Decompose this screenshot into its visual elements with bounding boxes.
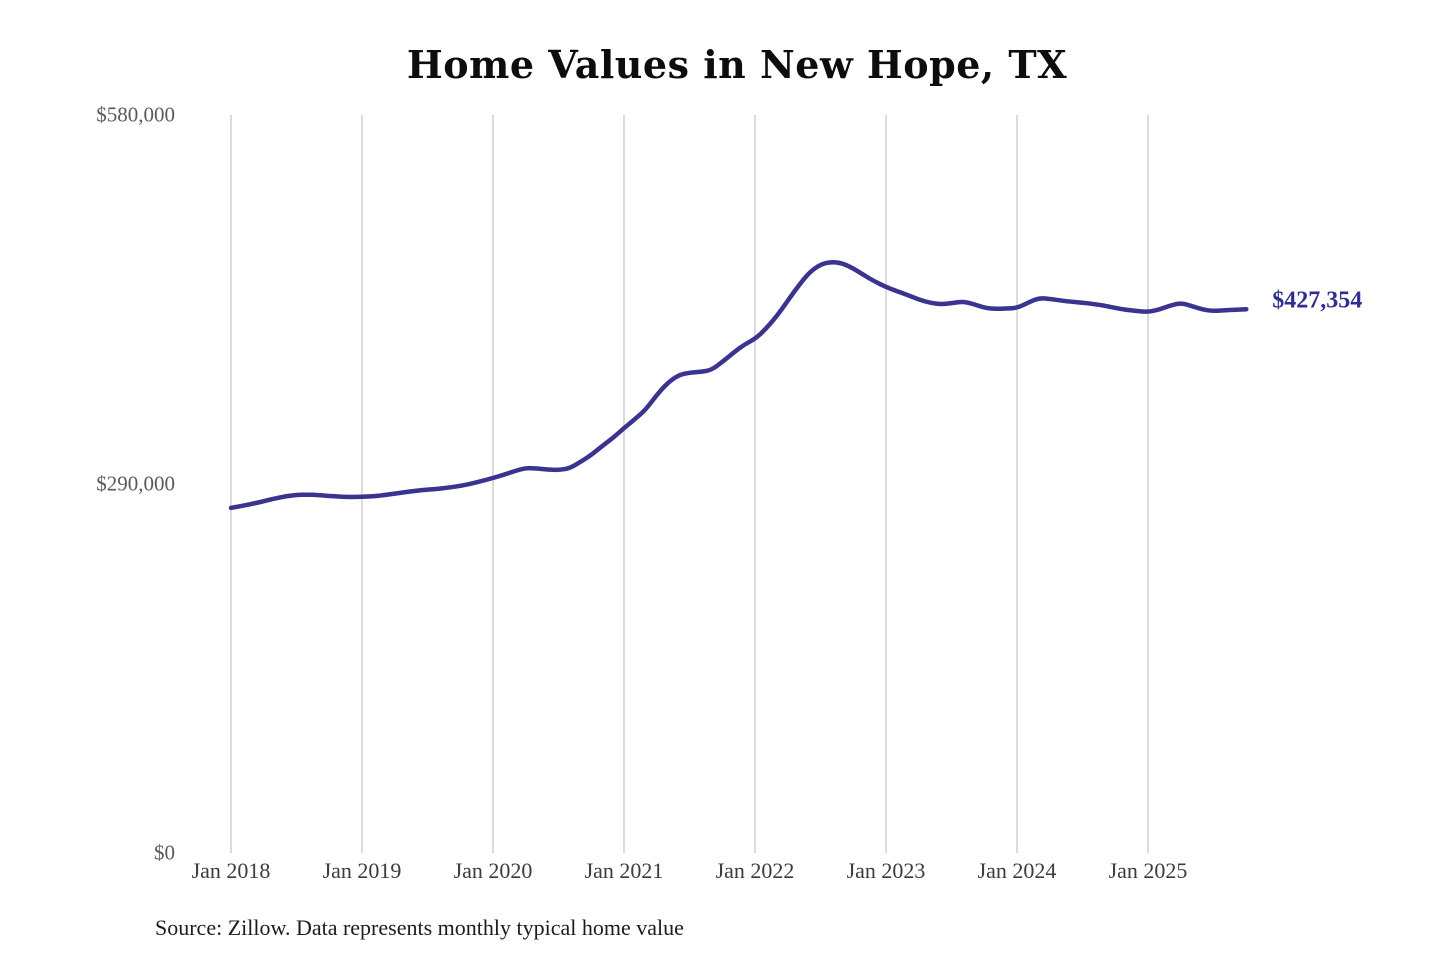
y-axis-tick-label: $580,000 (96, 102, 175, 127)
x-axis-tick-label: Jan 2022 (715, 858, 795, 883)
y-axis-tick-label: $0 (154, 840, 175, 865)
chart-title: Home Values in New Hope, TX (406, 42, 1068, 87)
year-gridlines (230, 115, 1149, 853)
latest-value-label: $427,354 (1272, 287, 1363, 314)
y-axis-tick-label: $290,000 (96, 471, 175, 496)
x-axis-tick-label: Jan 2018 (191, 858, 271, 883)
x-axis-tick-label: Jan 2024 (977, 858, 1057, 883)
x-axis-tick-label: Jan 2020 (453, 858, 533, 883)
x-axis-tick-label: Jan 2025 (1108, 858, 1188, 883)
x-axis-tick-label: Jan 2019 (322, 858, 402, 883)
home-value-line-series (228, 259, 1249, 511)
source-note: Source: Zillow. Data represents monthly … (155, 915, 684, 940)
x-axis-tick-label: Jan 2023 (846, 858, 926, 883)
x-axis-tick-label: Jan 2021 (584, 858, 664, 883)
